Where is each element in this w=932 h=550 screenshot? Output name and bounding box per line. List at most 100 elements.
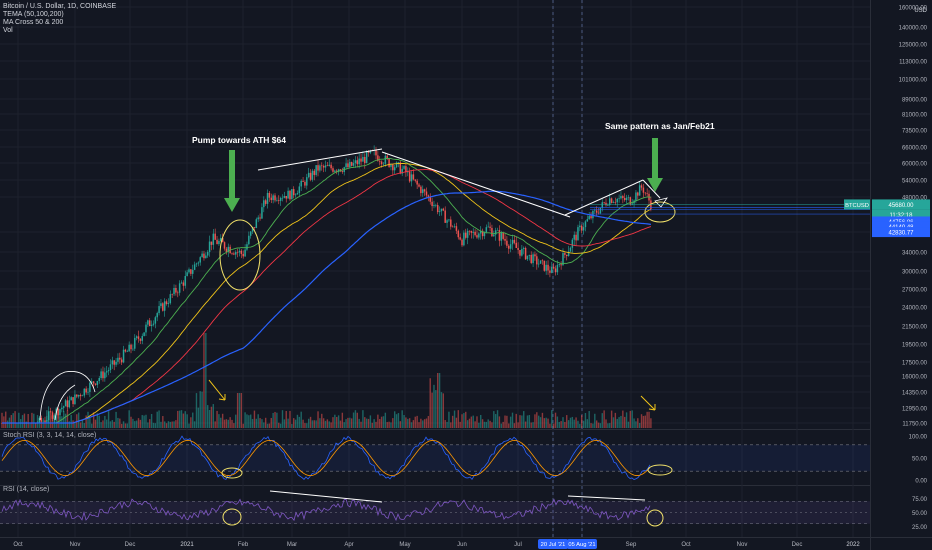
volume-bar xyxy=(610,410,613,428)
candle-body xyxy=(337,169,340,172)
volume-bar xyxy=(541,412,544,428)
time-tick-label: Nov xyxy=(70,542,81,548)
volume-bar xyxy=(494,414,497,428)
volume-bar xyxy=(616,418,618,428)
volume-bar xyxy=(250,414,252,428)
volume-bar xyxy=(379,419,381,428)
candle-body xyxy=(489,226,491,228)
rsi-pane xyxy=(0,490,870,527)
volume-bar xyxy=(102,420,104,428)
ma-mid-line xyxy=(2,169,652,424)
candle-body xyxy=(595,210,598,213)
candle-body xyxy=(500,233,503,241)
volume-bar xyxy=(581,415,583,428)
price-tick-label: 140000.00 xyxy=(899,26,928,32)
volume-bar xyxy=(238,393,241,428)
volume-bar xyxy=(485,421,488,428)
volume-bar xyxy=(128,410,130,428)
indicator-vol-label[interactable]: Vol xyxy=(3,27,13,34)
volume-bar xyxy=(150,413,153,428)
candle-body xyxy=(79,394,82,397)
volume-bar xyxy=(126,423,128,428)
candle-body xyxy=(436,205,439,213)
stoch-rsi-title[interactable]: Stoch RSI (3, 3, 14, 14, close) xyxy=(3,432,97,439)
volume-bar xyxy=(160,421,162,428)
candle-body xyxy=(397,162,400,164)
candle-body xyxy=(534,254,536,257)
indicator-ma-cross-label[interactable]: MA Cross 50 & 200 xyxy=(3,19,64,26)
volume-bar xyxy=(582,420,585,428)
volume-bar xyxy=(147,422,149,428)
candle-body xyxy=(528,254,531,256)
candle-body xyxy=(405,166,407,173)
volume-bar xyxy=(463,413,465,428)
volume-bar xyxy=(635,421,637,428)
volume-bar xyxy=(509,416,512,428)
candle-body xyxy=(580,225,583,231)
time-tick-label: 2022 xyxy=(846,542,860,548)
volume-bar xyxy=(225,419,228,428)
candle-body xyxy=(188,269,190,273)
candle-body xyxy=(238,250,241,253)
current-price-tag-bg xyxy=(872,199,930,210)
volume-bar xyxy=(212,404,215,428)
volume-bar xyxy=(321,413,323,428)
candle-body xyxy=(364,156,366,164)
volume-bar xyxy=(135,420,138,428)
candle-body xyxy=(100,371,102,378)
rsi-title[interactable]: RSI (14, close) xyxy=(3,486,50,493)
candle-body xyxy=(147,320,149,325)
volume-bar xyxy=(373,419,375,428)
candle-body xyxy=(474,231,476,236)
candle-body xyxy=(562,253,564,266)
candle-body xyxy=(638,185,641,196)
candle-body xyxy=(352,163,355,166)
candle-body xyxy=(412,174,415,180)
candle-body xyxy=(444,210,446,223)
volume-bar xyxy=(300,411,302,428)
candle-body xyxy=(637,192,639,196)
volume-bar xyxy=(500,423,502,428)
volume-bar xyxy=(307,418,310,428)
indicator-tema-label[interactable]: TEMA (50,100,200) xyxy=(3,11,64,18)
candle-body xyxy=(543,260,546,271)
candle-body xyxy=(49,411,52,413)
volume-bar xyxy=(44,420,46,428)
candle-body xyxy=(130,344,132,350)
candle-body xyxy=(423,189,426,192)
symbol-title: Bitcoin / U.S. Dollar, 1D, COINBASE xyxy=(3,3,117,10)
candle-body xyxy=(167,303,170,304)
candle-body xyxy=(517,247,519,250)
candle-body xyxy=(646,193,648,194)
volume-bar xyxy=(440,392,443,428)
volume-bar xyxy=(5,411,7,428)
candle-body xyxy=(481,230,484,237)
volume-bar xyxy=(474,421,476,428)
volume-bar xyxy=(534,414,536,428)
volume-bar xyxy=(521,415,523,428)
time-axis: Oct Nov Dec 2021 Feb Mar Apr May Jun Jul Sep Oct Nov… xyxy=(13,539,860,549)
candle-body xyxy=(395,162,398,168)
candle-body xyxy=(70,397,72,401)
volume-bar xyxy=(528,415,531,428)
volume-bar xyxy=(624,416,626,428)
candle-body xyxy=(124,349,127,352)
volume-bar xyxy=(106,419,108,428)
volume-bar xyxy=(113,421,115,428)
volume-bar xyxy=(579,423,581,428)
candle-body xyxy=(193,264,196,270)
candle-body xyxy=(345,163,347,168)
candle-body xyxy=(137,336,140,340)
volume-bar xyxy=(83,423,85,428)
candle-body xyxy=(541,260,544,262)
price-levels: BTCUSD45680.0011:32:1844756.8644140.4842… xyxy=(590,199,930,238)
candle-body xyxy=(315,165,317,175)
volume-bar xyxy=(603,410,605,428)
candle-body xyxy=(496,229,499,231)
candle-body xyxy=(321,165,323,167)
price-tick-label: 17500.00 xyxy=(902,361,928,367)
volume-bar xyxy=(74,422,76,428)
volume-bar xyxy=(416,415,418,428)
volume-bar xyxy=(143,415,145,428)
